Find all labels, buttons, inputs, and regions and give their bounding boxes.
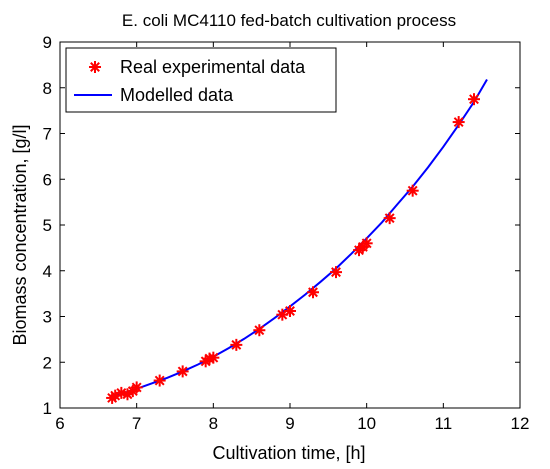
experimental-data-point	[307, 286, 319, 299]
legend-box	[65, 47, 337, 113]
experimental-data-point	[383, 212, 396, 225]
y-tick-label: 3	[43, 308, 52, 327]
experimental-data-point	[176, 365, 189, 378]
x-tick-label: 6	[55, 414, 64, 433]
y-axis-label: Biomass concentration, [g/l]	[10, 124, 30, 345]
x-tick-label: 8	[209, 414, 218, 433]
y-tick-label: 9	[43, 33, 52, 52]
x-tick-label: 7	[132, 414, 141, 433]
chart-title: E. coli MC4110 fed-batch cultivation pro…	[122, 11, 456, 30]
experimental-data-point	[153, 374, 166, 387]
y-tick-label: 2	[43, 353, 52, 372]
y-tick-label: 7	[43, 125, 52, 144]
x-tick-label: 10	[357, 414, 376, 433]
experimental-data-point	[253, 324, 266, 337]
experimental-data-point	[230, 338, 243, 351]
x-tick-label: 9	[285, 414, 294, 433]
y-tick-label: 8	[43, 79, 52, 98]
experimental-data-point	[130, 381, 143, 394]
x-axis-label: Cultivation time, [h]	[212, 443, 365, 463]
legend-entry-label: Real experimental data	[120, 57, 306, 77]
experimental-data-point	[452, 116, 465, 129]
experimental-data-point	[468, 93, 480, 106]
x-tick-label: 11	[435, 414, 453, 433]
legend: Real experimental data Modelled data	[65, 47, 337, 113]
experimental-data-point	[360, 237, 373, 250]
series-layer	[106, 78, 488, 404]
experimental-data-point	[406, 184, 419, 197]
experimental-data-point	[207, 351, 220, 364]
y-tick-label: 5	[43, 216, 52, 235]
legend-entry-label: Modelled data	[120, 85, 234, 105]
y-tick-label: 4	[43, 262, 52, 281]
y-tick-label: 1	[43, 399, 52, 418]
legend-marker-experimental	[89, 61, 101, 73]
x-tick-label: 12	[511, 414, 530, 433]
modelled-data-line	[109, 78, 488, 399]
experimental-data-point	[330, 266, 342, 279]
experimental-data-point	[284, 305, 296, 318]
y-tick-label: 6	[43, 170, 52, 189]
